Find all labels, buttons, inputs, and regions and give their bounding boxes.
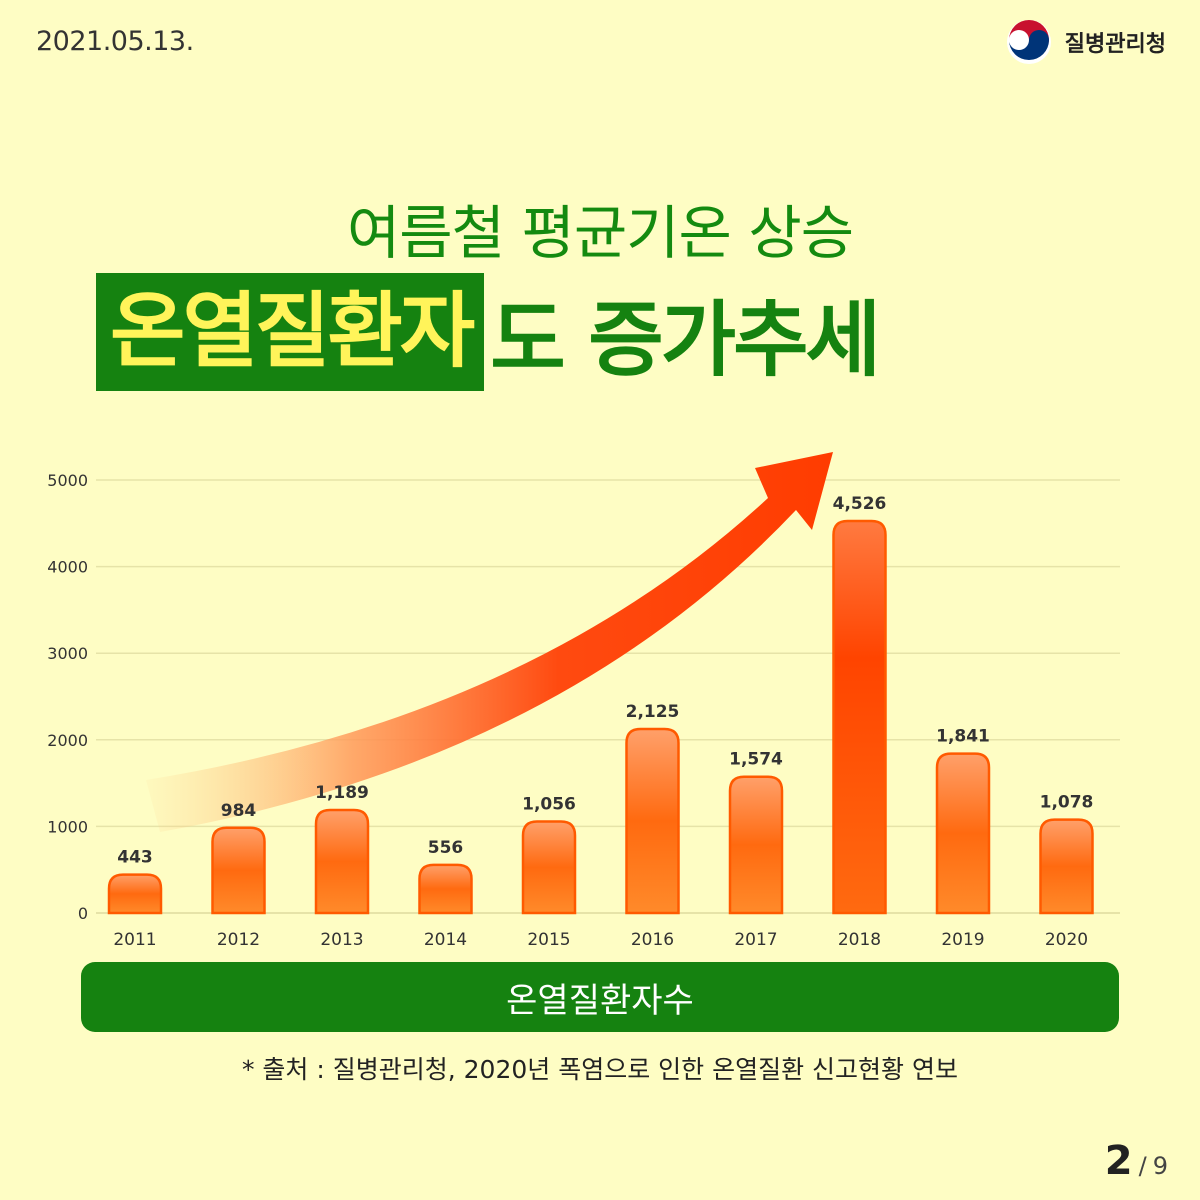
y-tick-label: 0 <box>78 904 88 923</box>
bar-value-label: 1,189 <box>315 783 369 803</box>
bar-value-label: 1,056 <box>522 795 576 815</box>
headline-rest: 도 증가추세 <box>490 292 881 388</box>
legend-label: 온열질환자수 <box>506 980 694 1021</box>
bar-2014 <box>418 863 473 915</box>
trend-arrow <box>146 452 833 832</box>
x-tick-label: 2014 <box>424 930 467 950</box>
agency-logo: 질병관리청 <box>1005 18 1166 66</box>
source-note: * 출처 : 질병관리청, 2020년 폭염으로 인한 온열질환 신고현황 연보 <box>241 1055 959 1084</box>
taegeuk-icon <box>1006 20 1051 64</box>
bar-2015 <box>521 820 577 915</box>
page-indicator: 2 / 9 <box>1105 1138 1168 1184</box>
y-tick-label: 4000 <box>47 558 88 577</box>
x-tick-label: 2017 <box>734 930 777 950</box>
headline-line1: 여름철 평균기온 상승 <box>346 199 854 267</box>
bar-2017 <box>728 775 784 915</box>
bar-value-label: 984 <box>221 801 257 821</box>
x-tick-label: 2020 <box>1045 930 1088 950</box>
page-total: 9 <box>1152 1152 1168 1180</box>
bar-2019 <box>935 752 991 915</box>
page-separator: / <box>1138 1152 1147 1180</box>
bar-value-label: 556 <box>428 838 464 858</box>
x-tick-label: 2013 <box>320 930 363 950</box>
y-tick-label: 1000 <box>47 817 88 836</box>
y-tick-label: 5000 <box>47 471 88 490</box>
bar-value-label: 2,125 <box>626 702 680 722</box>
date-label: 2021.05.13. <box>36 26 194 57</box>
bar-2020 <box>1039 818 1094 915</box>
legend-bar: 온열질환자수 <box>81 962 1119 1032</box>
y-tick-label: 2000 <box>47 731 88 750</box>
bar-value-label: 1,574 <box>729 750 783 770</box>
y-tick-label: 3000 <box>47 644 88 663</box>
bar-value-label: 1,078 <box>1040 793 1094 813</box>
bar-2012 <box>211 826 266 915</box>
x-tick-label: 2018 <box>838 930 881 950</box>
bar-2016 <box>625 727 680 915</box>
bar-chart: 0 1000 2000 3000 4000 5000 443 984 1,189 556 1,05… <box>47 452 1120 950</box>
bar-2011 <box>107 873 163 915</box>
agency-name: 질병관리청 <box>1064 32 1166 57</box>
x-tick-label: 2019 <box>941 930 984 950</box>
bar-value-label: 4,526 <box>833 494 887 514</box>
x-tick-label: 2011 <box>113 930 156 950</box>
x-tick-label: 2012 <box>217 930 260 950</box>
headline-line2: 온열질환자 도 증가추세 <box>96 273 881 391</box>
headline-highlight: 온열질환자 <box>96 273 485 391</box>
x-tick-label: 2015 <box>527 930 570 950</box>
bar-value-label: 443 <box>117 848 153 868</box>
x-tick-label: 2016 <box>631 930 674 950</box>
bar-2013 <box>314 808 370 915</box>
bar-value-label: 1,841 <box>936 727 990 747</box>
bar-2018 <box>832 519 887 915</box>
page-current: 2 <box>1104 1138 1133 1184</box>
